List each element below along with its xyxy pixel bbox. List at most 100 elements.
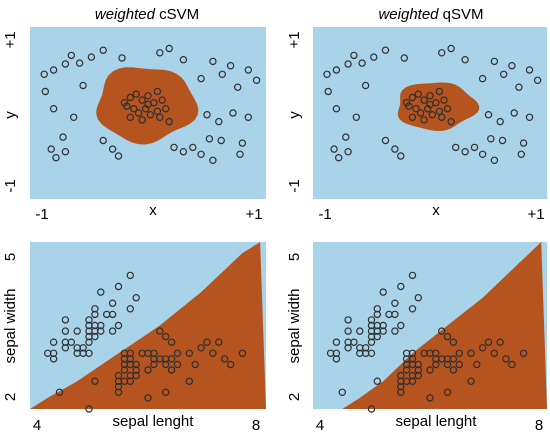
data-point bbox=[114, 383, 123, 391]
data-point bbox=[397, 152, 405, 160]
data-point bbox=[490, 349, 498, 357]
data-point bbox=[167, 338, 176, 346]
panel-iris-left: sepal lenght sepal width 4 8 5 2 bbox=[2, 242, 266, 434]
data-point bbox=[408, 93, 417, 102]
data-point bbox=[144, 100, 152, 109]
data-point bbox=[330, 145, 338, 153]
data-point bbox=[426, 92, 434, 100]
data-point bbox=[352, 113, 360, 122]
data-point bbox=[335, 153, 343, 162]
data-point bbox=[153, 107, 162, 116]
data-point bbox=[126, 271, 135, 280]
data-point bbox=[517, 150, 526, 158]
x-tick-min: -1 bbox=[318, 206, 331, 223]
decision-region-layer bbox=[397, 82, 480, 131]
data-point bbox=[350, 51, 358, 60]
y-tick-min: -1 bbox=[286, 179, 303, 192]
data-point bbox=[408, 349, 417, 357]
data-point bbox=[373, 377, 381, 385]
x-tick-max: 8 bbox=[252, 417, 260, 434]
data-point bbox=[167, 366, 176, 374]
data-point bbox=[238, 139, 247, 147]
data-point bbox=[165, 44, 173, 53]
data-point bbox=[41, 87, 50, 96]
data-point bbox=[323, 70, 331, 79]
data-point bbox=[144, 92, 152, 100]
data-point bbox=[381, 136, 390, 145]
data-point bbox=[490, 156, 499, 164]
data-point bbox=[350, 338, 358, 346]
data-point bbox=[126, 113, 135, 122]
data-point bbox=[408, 271, 417, 280]
data-point bbox=[500, 70, 508, 79]
data-point bbox=[61, 147, 70, 156]
y-axis-label: y bbox=[2, 111, 19, 119]
title-italic: weighted bbox=[95, 6, 156, 23]
data-point bbox=[209, 156, 217, 164]
decision-region bbox=[342, 242, 547, 409]
data-point bbox=[91, 332, 99, 341]
data-point bbox=[420, 96, 428, 104]
data-point bbox=[67, 51, 76, 60]
y-tick-min: 2 bbox=[2, 393, 19, 401]
data-point bbox=[467, 377, 475, 385]
data-point bbox=[85, 349, 93, 357]
data-point bbox=[449, 355, 458, 363]
data-point bbox=[156, 113, 164, 122]
data-point bbox=[332, 338, 341, 346]
data-point bbox=[197, 344, 205, 352]
data-point bbox=[79, 81, 87, 90]
data-point bbox=[484, 338, 493, 346]
data-point bbox=[338, 388, 346, 396]
data-point bbox=[144, 366, 152, 374]
data-point bbox=[59, 133, 67, 141]
data-point bbox=[114, 152, 123, 160]
data-point bbox=[332, 349, 341, 357]
data-point bbox=[79, 344, 87, 352]
data-point bbox=[373, 332, 381, 341]
points-layer bbox=[323, 44, 542, 164]
data-point bbox=[484, 110, 493, 119]
data-point bbox=[47, 145, 55, 153]
data-point bbox=[138, 96, 146, 104]
data-point bbox=[370, 53, 378, 61]
x-tick-max: +1 bbox=[245, 206, 262, 223]
data-point bbox=[510, 109, 518, 117]
data-point bbox=[132, 294, 140, 302]
y-tick-max: +1 bbox=[286, 31, 303, 48]
data-point bbox=[412, 104, 420, 113]
data-point bbox=[179, 147, 188, 156]
data-point bbox=[426, 394, 434, 402]
data-point bbox=[114, 388, 123, 396]
data-point bbox=[367, 349, 376, 357]
data-point bbox=[400, 54, 408, 62]
panel-weighted-qsvm: weighted qSVM x y -1 +1 +1 -1 bbox=[286, 6, 547, 223]
data-point bbox=[397, 371, 405, 380]
data-point bbox=[362, 344, 370, 352]
panel-iris-right: sepal lenght sepal width 4 8 5 2 bbox=[286, 242, 547, 434]
title-italic: weighted bbox=[378, 6, 439, 23]
y-tick-max: 5 bbox=[286, 253, 303, 261]
data-point bbox=[408, 305, 417, 313]
x-axis-label: sepal lenght bbox=[113, 413, 195, 430]
data-point bbox=[85, 316, 93, 324]
data-point bbox=[118, 54, 126, 62]
data-point bbox=[49, 66, 58, 74]
data-point bbox=[156, 327, 164, 335]
data-point bbox=[397, 321, 405, 330]
data-point bbox=[344, 316, 352, 324]
data-point bbox=[229, 109, 237, 117]
data-point bbox=[414, 294, 422, 302]
data-point bbox=[153, 87, 162, 96]
data-point bbox=[443, 388, 452, 396]
data-point bbox=[73, 327, 81, 335]
data-point bbox=[99, 136, 107, 145]
data-point bbox=[470, 143, 479, 152]
data-point bbox=[52, 153, 60, 162]
data-point bbox=[344, 327, 352, 335]
data-point bbox=[49, 349, 58, 357]
decision-region bbox=[397, 82, 480, 131]
data-point bbox=[438, 49, 446, 57]
data-point bbox=[209, 57, 217, 66]
x-tick-min: 4 bbox=[316, 417, 324, 434]
